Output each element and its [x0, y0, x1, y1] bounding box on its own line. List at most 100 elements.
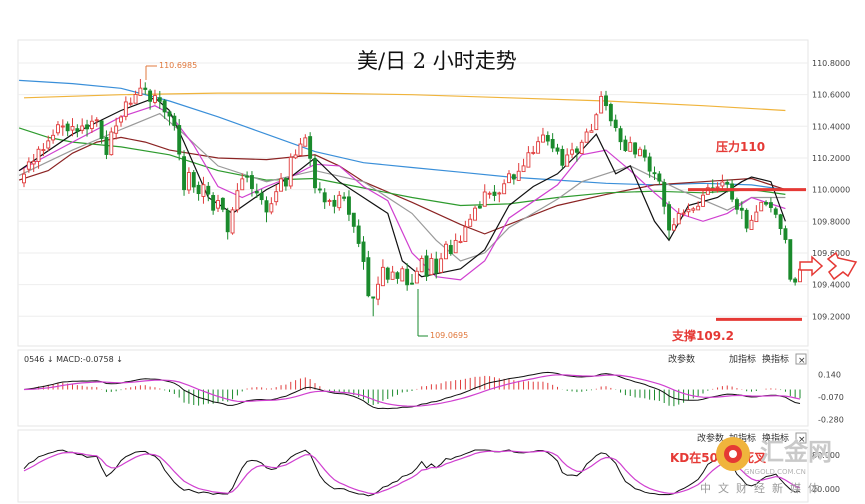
candle-body: [589, 130, 594, 133]
moving-average-line: [18, 105, 786, 281]
candle-body: [633, 142, 638, 155]
close-icon[interactable]: ×: [798, 435, 806, 445]
candle: [754, 205, 759, 223]
macd-close-button[interactable]: ×: [795, 353, 807, 366]
candle: [443, 241, 448, 260]
candle: [633, 142, 638, 159]
candle-body: [628, 142, 633, 152]
candle-body: [322, 192, 327, 203]
candle-body: [89, 120, 94, 129]
candle-body: [536, 141, 541, 154]
candle: [691, 206, 696, 214]
kd-close-box[interactable]: [795, 432, 807, 444]
watermark: 汇金网 GNGOLD.COM.CN 中文财经新媒体: [700, 437, 832, 495]
macd-change-params-button[interactable]: 改参数: [668, 353, 695, 365]
candle: [380, 259, 385, 287]
candle-body: [764, 201, 769, 205]
candle: [41, 143, 46, 157]
candle-body: [613, 119, 618, 129]
moving-average-line: [18, 136, 786, 235]
candle: [346, 190, 351, 221]
candle: [157, 91, 162, 109]
candle-body: [26, 161, 31, 170]
moving-average-line: [18, 97, 786, 278]
candle-body: [570, 149, 575, 155]
candle-body: [157, 97, 162, 102]
candle-body: [172, 115, 177, 126]
candle: [696, 201, 701, 211]
candle: [608, 102, 613, 127]
arrow-down-right-outline-icon: [826, 251, 858, 281]
macd-panel: 0546 ↓ MACD:-0.0758 ↓ 改参数 加指标 换指标 × 0.14…: [17, 349, 844, 427]
candle-body: [429, 258, 434, 276]
kd-close-button[interactable]: ×: [795, 432, 807, 445]
candle-body: [220, 197, 225, 210]
candle: [220, 197, 225, 213]
candle-body: [414, 270, 419, 284]
kd-y-tick-labels: 80.000 20.000: [812, 451, 840, 494]
macd-y-tick-labels: 0.140 -0.070 -0.280: [818, 370, 844, 424]
candle-body: [254, 190, 259, 194]
candle: [230, 207, 235, 235]
macd-y-tick-label: -0.280: [818, 416, 844, 425]
candle: [65, 121, 70, 137]
close-icon[interactable]: ×: [798, 356, 806, 366]
candle: [507, 170, 511, 184]
candle: [667, 201, 672, 240]
candle-body: [245, 175, 250, 178]
candle: [511, 173, 516, 185]
candle: [46, 135, 51, 152]
macd-switch-indicator-button[interactable]: 换指标: [762, 353, 789, 365]
candle: [70, 118, 75, 137]
candle: [235, 183, 240, 213]
candle-body: [458, 240, 463, 243]
candle-body: [667, 204, 672, 231]
chart-title: 美/日 2 小时走势: [357, 49, 517, 73]
candle-body: [206, 185, 211, 195]
kd-change-params-button[interactable]: 改参数: [697, 432, 724, 444]
candle: [177, 119, 182, 161]
candle: [211, 192, 216, 215]
candle: [773, 206, 778, 219]
candle-body: [293, 154, 298, 159]
candle-body: [434, 258, 439, 274]
candle-body: [400, 268, 405, 282]
candle-body: [652, 172, 657, 175]
candle: [637, 146, 642, 157]
kd-k-line: [23, 449, 801, 497]
candle-body: [337, 194, 342, 209]
candle-body: [749, 219, 754, 230]
candle: [783, 225, 788, 244]
candle-body: [768, 202, 773, 208]
candle: [342, 192, 347, 202]
candle: [196, 181, 201, 201]
candle-body: [177, 125, 182, 155]
watermark-tagline: 中文财经新媒体: [700, 481, 826, 495]
candle: [749, 215, 754, 230]
candle-body: [60, 125, 65, 128]
candle-body: [676, 213, 681, 225]
candle-body: [405, 268, 410, 286]
candle: [613, 114, 618, 132]
candle-body: [487, 192, 492, 195]
candle: [60, 119, 65, 136]
kd-switch-indicator-button[interactable]: 换指标: [762, 432, 789, 444]
macd-add-indicator-button[interactable]: 加指标: [729, 353, 756, 365]
candle: [148, 88, 153, 110]
candle: [26, 157, 31, 173]
candle-body: [123, 101, 128, 117]
candle: [225, 207, 230, 240]
candle: [623, 135, 628, 152]
macd-close-box[interactable]: [795, 353, 807, 365]
candle-body: [65, 123, 70, 132]
candle-body: [783, 228, 788, 240]
candle-body: [99, 120, 104, 139]
candle-body: [662, 182, 667, 207]
candle: [143, 82, 148, 95]
candle: [618, 125, 623, 151]
candle: [172, 113, 177, 131]
candle-body: [162, 100, 167, 113]
candle: [550, 133, 555, 153]
macd-histogram: [28, 375, 801, 407]
candle: [390, 265, 395, 280]
